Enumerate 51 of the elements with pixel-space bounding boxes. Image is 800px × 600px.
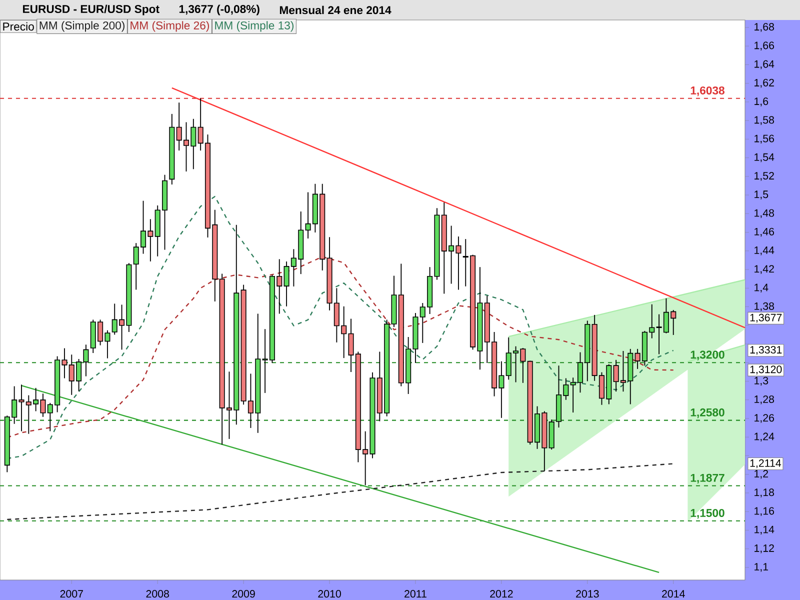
ref-line-label: 1,3200 <box>690 350 724 360</box>
y-tick-label: 1,5 <box>754 190 768 200</box>
y-tick-label: 1,28 <box>754 395 774 404</box>
y-tick-label: 1,16 <box>754 507 774 516</box>
x-tick-label: 2007 <box>60 590 83 598</box>
x-tick-label: 2008 <box>146 590 169 598</box>
y-tick-label: 1,56 <box>754 134 774 144</box>
y-tick-label: 1,46 <box>754 228 774 237</box>
annotation: 1,3677 <box>750 314 782 323</box>
text: Precio <box>3 22 34 31</box>
y-tick-label: 1,62 <box>754 78 774 88</box>
y-tick-label: 1,12 <box>754 544 774 554</box>
y-tick-label: 1,66 <box>754 42 774 50</box>
y-tick-label: 1,52 <box>754 172 774 181</box>
annotation: 1,3120 <box>750 366 782 374</box>
y-tick-label: 1,42 <box>754 265 774 274</box>
x-tick-label: 2011 <box>404 590 426 598</box>
ref-line-label: 1,1877 <box>690 474 724 484</box>
ref-line-label: 1,2580 <box>690 408 724 418</box>
y-tick-label: 1,54 <box>754 153 774 162</box>
y-tick-label: 1,6 <box>754 98 768 106</box>
y-tick-label: 1,2 <box>754 470 768 479</box>
annotation: 1,2114 <box>750 459 782 468</box>
y-tick-label: 1,48 <box>754 209 774 218</box>
y-tick-label: 1,38 <box>754 302 774 312</box>
y-tick-label: 1,14 <box>754 526 774 535</box>
text: Mensual 24 ene 2014 <box>280 6 392 14</box>
x-tick-label: 2012 <box>490 590 513 598</box>
x-tick-label: 2014 <box>662 590 685 598</box>
y-tick-label: 1,24 <box>754 432 774 442</box>
y-tick-label: 1,18 <box>754 488 774 498</box>
y-tick-label: 1,68 <box>754 23 774 32</box>
y-tick-label: 1,58 <box>754 116 774 125</box>
text: MM (Simple 26) <box>130 21 209 32</box>
text: MM (Simple 200) <box>40 21 124 32</box>
x-tick-label: 2010 <box>318 590 341 598</box>
y-tick-label: 1,44 <box>754 246 774 256</box>
y-tick-label: 1,3 <box>754 376 768 386</box>
line-series <box>6 463 674 520</box>
y-tick-label: 1,26 <box>754 414 774 423</box>
y-tick-label: 1,64 <box>754 60 774 70</box>
y-tick-label: 1,4 <box>754 284 768 292</box>
chart-title: EURUSD - EUR/USD Spot <box>23 4 160 16</box>
x-tick-label: 2013 <box>576 590 599 598</box>
x-tick-label: 2009 <box>232 590 255 598</box>
text: MM (Simple 13) <box>215 21 294 32</box>
ref-line-label: 1,6038 <box>690 86 724 96</box>
chart-subtitle: 1,3677 (-0,08%) <box>179 4 260 16</box>
annotation: 1,3331 <box>750 346 782 355</box>
ref-line-label: 1,1500 <box>690 508 724 519</box>
y-tick-label: 1,1 <box>754 563 768 572</box>
